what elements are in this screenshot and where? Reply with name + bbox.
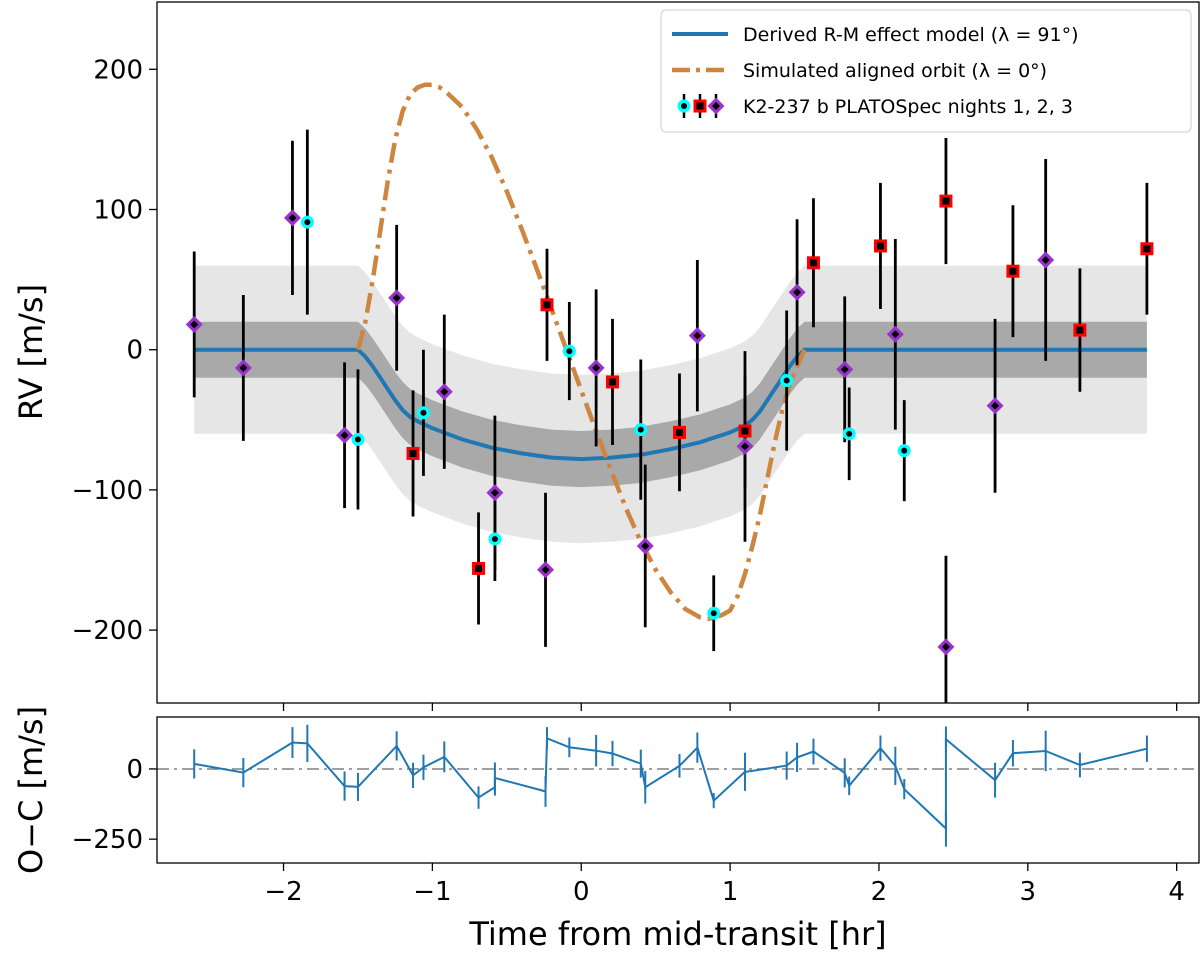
night2-point-center	[543, 301, 551, 309]
legend-night3-marker-center	[712, 102, 720, 110]
x-tick-label: −2	[264, 877, 302, 907]
residual-y-ticks: 0 −250	[72, 755, 157, 855]
residual-line	[194, 736, 1148, 831]
x-tick-label: 1	[722, 877, 739, 907]
legend-data-swatch	[677, 94, 725, 118]
night2-point-center	[1009, 267, 1017, 275]
rv-panel: 200 100 0 −100 −200 RV [m/s] Derived R-M eff…	[12, 1, 1200, 711]
night2-point-center	[675, 428, 683, 436]
x-tick-label: 3	[1020, 877, 1037, 907]
rv-y-ticks: 200 100 0 −100 −200	[72, 55, 157, 646]
legend-aligned-label: Simulated aligned orbit (λ = 0°)	[743, 60, 1047, 82]
night2-point-center	[609, 378, 617, 386]
night1-point-center	[354, 436, 361, 443]
night2-point-center	[475, 564, 483, 572]
night3-point-center	[440, 387, 449, 396]
x-tick-label: 4	[1168, 877, 1185, 907]
night2-point-center	[1076, 326, 1084, 334]
legend: Derived R-M effect model (λ = 91°) Simul…	[660, 9, 1192, 133]
residual-x-ticks: −2 −1 0 1 2 3 4	[264, 863, 1185, 907]
night1-point-center	[566, 348, 573, 355]
residual-panel: 0 −250 −2 −1 0 1 2 3 4 O−C [m/s]	[12, 706, 1200, 907]
night1-point-center	[901, 447, 908, 454]
residual-y-tick-label: 0	[126, 755, 143, 785]
night3-point-center	[592, 363, 601, 372]
night2-point-center	[942, 197, 950, 205]
model-confidence-band-outer	[194, 265, 1147, 544]
night1-point-center	[783, 377, 790, 384]
night3-point-center	[490, 488, 499, 497]
rv-y-tick-label: −100	[72, 476, 143, 506]
legend-data-label: K2-237 b PLATOSpec nights 1, 2, 3	[743, 96, 1073, 118]
night1-point-center	[710, 610, 717, 617]
rv-data-points	[185, 129, 1154, 703]
night3-point-center	[239, 363, 248, 372]
night3-point-center	[740, 442, 749, 451]
x-tick-label: 2	[871, 877, 888, 907]
x-axis-label: Time from mid-transit [hr]	[468, 915, 886, 953]
night2-point-center	[409, 449, 417, 457]
rm-model-curve	[194, 347, 1147, 462]
x-tick-label: 0	[573, 877, 590, 907]
rv-y-tick-label: 100	[93, 195, 143, 225]
night3-point-center	[641, 541, 650, 550]
rv-x-ticks	[282, 703, 1178, 711]
model-confidence-band-inner	[194, 321, 1147, 488]
aligned-orbit-curve	[355, 82, 807, 622]
night3-point-center	[288, 213, 297, 222]
night3-point-center	[991, 401, 1000, 410]
legend-box	[660, 9, 1192, 133]
rv-y-tick-label: −200	[72, 616, 143, 646]
night3-point-center	[190, 320, 199, 329]
night1-point-center	[491, 535, 498, 542]
residual-error-bars	[193, 724, 1148, 847]
night3-point-center	[693, 331, 702, 340]
rv-y-axis-label: RV [m/s]	[12, 284, 50, 420]
night3-point-center	[793, 288, 802, 297]
night3-point-center	[541, 565, 550, 574]
night3-point-center	[392, 293, 401, 302]
night1-point-center	[637, 426, 644, 433]
night2-point-center	[741, 427, 749, 435]
night3-point-center	[340, 431, 349, 440]
night3-point-center	[1041, 255, 1050, 264]
rv-y-tick-label: 200	[93, 55, 143, 85]
legend-model-label: Derived R-M effect model (λ = 91°)	[743, 24, 1079, 46]
night1-point-center	[304, 219, 311, 226]
legend-night1-marker-center	[681, 103, 687, 109]
legend-night2-marker-center	[696, 102, 704, 110]
night1-point-center	[846, 430, 853, 437]
night3-point-center	[941, 642, 950, 651]
rv-panel-frame	[156, 1, 1200, 704]
night2-point-center	[809, 259, 817, 267]
rv-y-tick-label: 0	[126, 336, 143, 366]
night3-point-center	[891, 330, 900, 339]
night2-point-center	[876, 242, 884, 250]
residual-y-tick-label: −250	[72, 825, 143, 855]
x-tick-label: −1	[413, 877, 451, 907]
residual-y-axis-label: O−C [m/s]	[12, 706, 50, 874]
night2-point-center	[1143, 245, 1151, 253]
night3-point-center	[840, 365, 849, 374]
residual-panel-frame	[156, 716, 1200, 864]
night1-point-center	[420, 409, 427, 416]
